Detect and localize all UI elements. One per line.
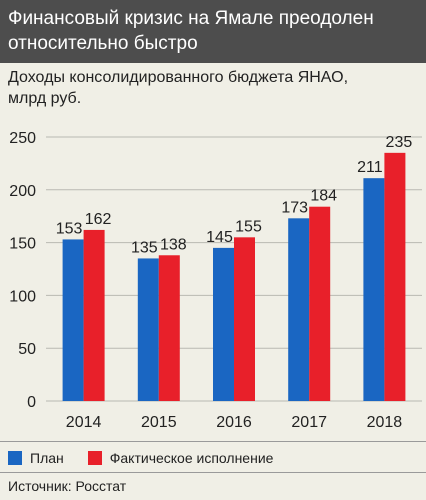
bar-plan: [288, 218, 310, 401]
data-label: 211: [357, 159, 383, 176]
data-label: 235: [386, 134, 413, 151]
data-label: 138: [160, 236, 187, 253]
data-label: 145: [206, 229, 233, 246]
x-tick-label: 2018: [367, 414, 403, 431]
data-label: 135: [131, 239, 158, 256]
bar-plan: [137, 258, 159, 401]
data-label: 153: [56, 220, 83, 237]
x-tick-label: 2016: [216, 414, 252, 431]
title-bar: Финансовый кризис на Ямале преодолен отн…: [0, 0, 426, 63]
data-label: 155: [235, 218, 262, 235]
bar-actual: [234, 237, 255, 401]
y-tick-label: 0: [27, 394, 36, 411]
chart-title-line1: Финансовый кризис на Ямале преодолен: [8, 8, 374, 29]
y-tick-label: 200: [9, 183, 36, 200]
bar-actual: [158, 255, 180, 401]
source-divider: [0, 472, 426, 473]
legend-swatch-actual: [87, 451, 102, 465]
subtitle-line1: Доходы консолидированного бюджета ЯНАО,: [8, 69, 349, 86]
x-tick-label: 2015: [141, 414, 177, 431]
y-tick-label: 250: [9, 130, 36, 147]
bar-plan: [363, 178, 385, 401]
y-tick-label: 100: [9, 288, 36, 305]
bar-actual: [83, 229, 105, 401]
legend-swatch-plan: [8, 451, 22, 465]
legend-label-plan: План: [30, 450, 64, 466]
bar-actual: [309, 206, 331, 401]
bar-actual: [384, 152, 406, 401]
data-label: 162: [85, 211, 112, 228]
chart-subtitle: Доходы консолидированного бюджета ЯНАО, …: [8, 67, 408, 109]
legend-item-actual: Фактическое исполнение: [87, 450, 274, 466]
bar-plan: [213, 247, 234, 401]
legend-label-actual: Фактическое исполнение: [109, 450, 274, 466]
data-label: 184: [310, 188, 337, 205]
legend: План Фактическое исполнение: [8, 449, 297, 467]
y-tick-label: 150: [9, 236, 36, 253]
x-tick-label: 2017: [291, 414, 327, 431]
x-tick-label: 2014: [66, 414, 102, 431]
subtitle-line2: млрд руб.: [8, 90, 82, 107]
source-note: Источник: Росстат: [8, 478, 127, 494]
legend-divider-top: [0, 441, 426, 442]
y-tick-label: 50: [18, 341, 36, 358]
data-label: 173: [281, 199, 308, 216]
legend-item-plan: План: [8, 450, 64, 466]
chart-area: 0 50 100 150 200 250 153 162 2014 135 138 2015 145 15…: [0, 118, 426, 440]
bar-plan: [62, 239, 84, 401]
chart-title-line2: относительно быстро: [8, 33, 198, 54]
